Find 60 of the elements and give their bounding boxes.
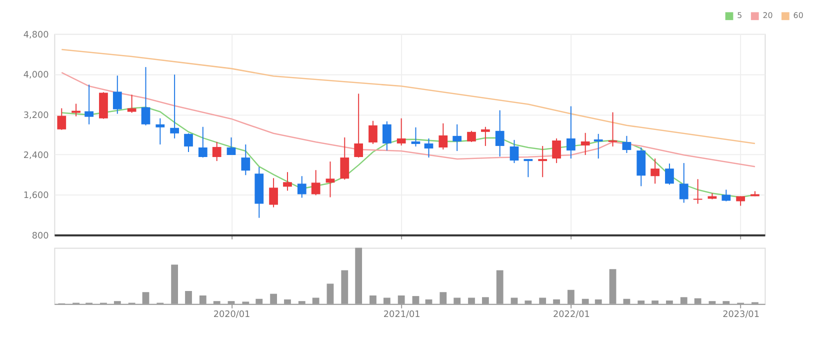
candlestick xyxy=(72,103,80,117)
candlestick xyxy=(736,196,745,206)
candlestick xyxy=(127,94,136,114)
candlestick xyxy=(212,141,222,162)
candlestick xyxy=(495,110,504,158)
candlestick xyxy=(57,108,66,130)
candlestick xyxy=(650,158,660,184)
candlestick xyxy=(283,172,292,192)
candlestick xyxy=(467,130,476,142)
candlestick xyxy=(510,139,519,164)
candlestick xyxy=(241,144,250,176)
y-tick-label: 800 xyxy=(32,231,50,242)
candlestick xyxy=(722,189,731,202)
candlestick xyxy=(141,66,150,126)
candlestick xyxy=(438,122,448,150)
y-tick-label: 3,200 xyxy=(23,110,50,121)
candlestick xyxy=(170,74,179,139)
y-tick-label: 4,000 xyxy=(23,70,50,81)
candlestick xyxy=(84,84,94,125)
y-tick-label: 1,600 xyxy=(23,191,50,202)
candlestick xyxy=(198,126,208,158)
candlestick xyxy=(354,93,364,158)
candlestick xyxy=(538,145,548,178)
candlestick xyxy=(481,126,490,146)
legend-label: 20 xyxy=(762,11,773,20)
candlestick xyxy=(396,118,406,146)
line-series xyxy=(60,48,756,144)
candlestick xyxy=(665,163,674,186)
candlestick xyxy=(566,106,576,160)
candlestick xyxy=(184,132,193,152)
y-tick-label: 4,800 xyxy=(23,30,50,40)
legend-label: 60 xyxy=(793,11,804,20)
candlestick xyxy=(156,118,165,145)
line-series xyxy=(60,72,756,168)
candlestick xyxy=(368,120,378,144)
candlestick xyxy=(411,126,420,147)
candlestick xyxy=(594,133,603,160)
candlestick xyxy=(326,161,335,198)
candlestick xyxy=(112,75,122,114)
candlestick xyxy=(382,120,392,151)
candlestick xyxy=(552,138,561,164)
y-tick-label: 2,400 xyxy=(23,150,50,161)
x-tick-label: 2022/01 xyxy=(553,310,590,320)
candlestick xyxy=(622,135,632,154)
candlestick xyxy=(311,170,320,196)
candlestick xyxy=(608,112,618,147)
candlestick xyxy=(679,162,688,204)
candlestick xyxy=(424,138,434,158)
legend-label: 5 xyxy=(737,11,742,20)
candlestick xyxy=(524,158,533,178)
x-tick-label: 2020/01 xyxy=(213,310,250,320)
candlestick xyxy=(580,132,590,156)
candlestick xyxy=(269,178,278,208)
candlestick xyxy=(226,136,236,156)
candlestick xyxy=(340,136,350,180)
candlestick xyxy=(693,178,702,204)
candlestick xyxy=(452,124,462,152)
candlestick xyxy=(297,176,306,198)
x-tick-label: 2023/01 xyxy=(722,310,760,320)
x-tick-label: 2021/01 xyxy=(383,310,420,320)
